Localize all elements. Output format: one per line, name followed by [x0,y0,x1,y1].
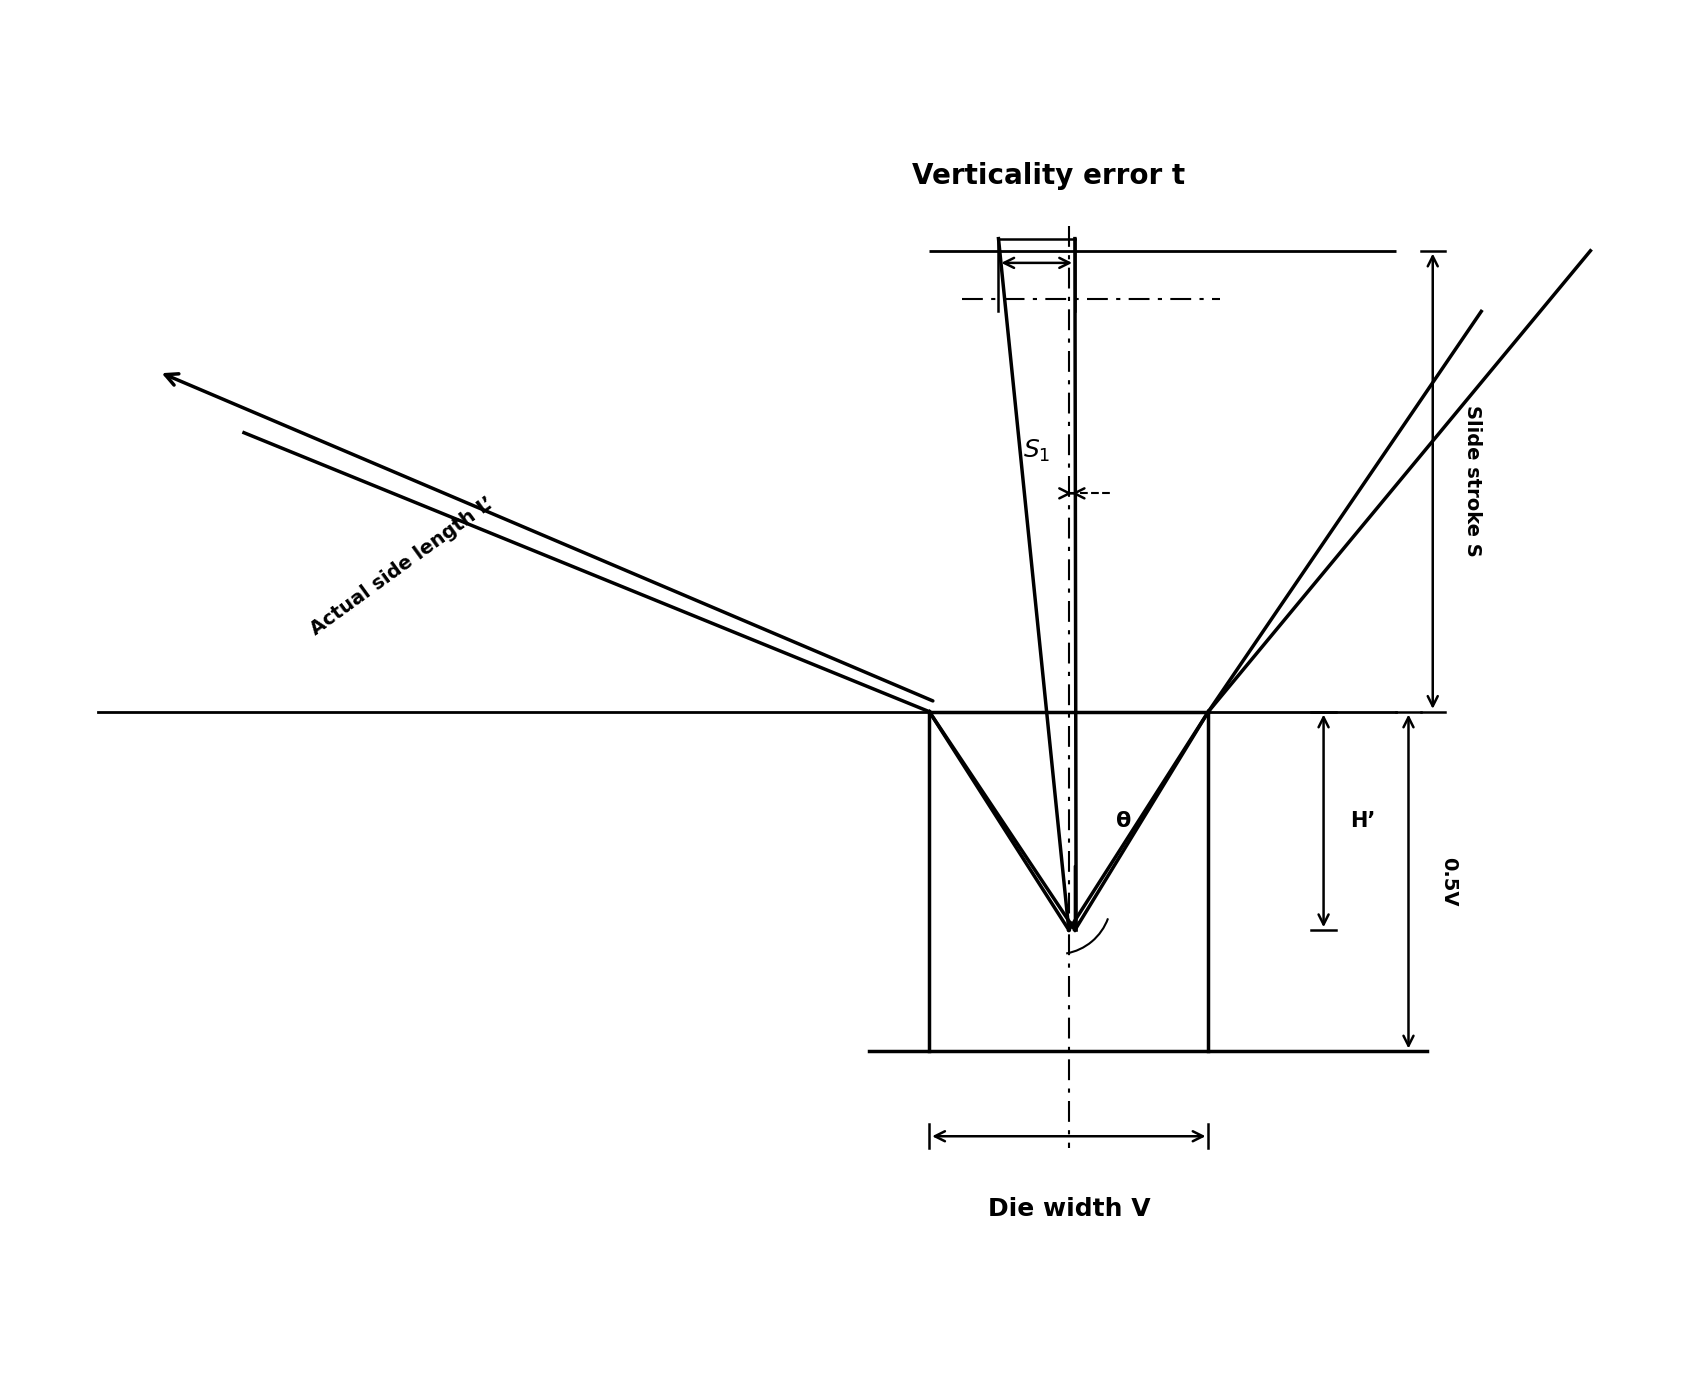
Text: 0.5V: 0.5V [1439,857,1458,906]
Text: θ: θ [1116,811,1131,831]
Text: Verticality error t: Verticality error t [912,162,1186,190]
Text: $S_1$: $S_1$ [1024,438,1051,465]
Text: Slide stroke S: Slide stroke S [1463,405,1482,558]
Text: H’: H’ [1351,811,1376,831]
Text: Actual side length L’: Actual side length L’ [306,494,497,639]
Text: Die width V: Die width V [988,1197,1150,1221]
